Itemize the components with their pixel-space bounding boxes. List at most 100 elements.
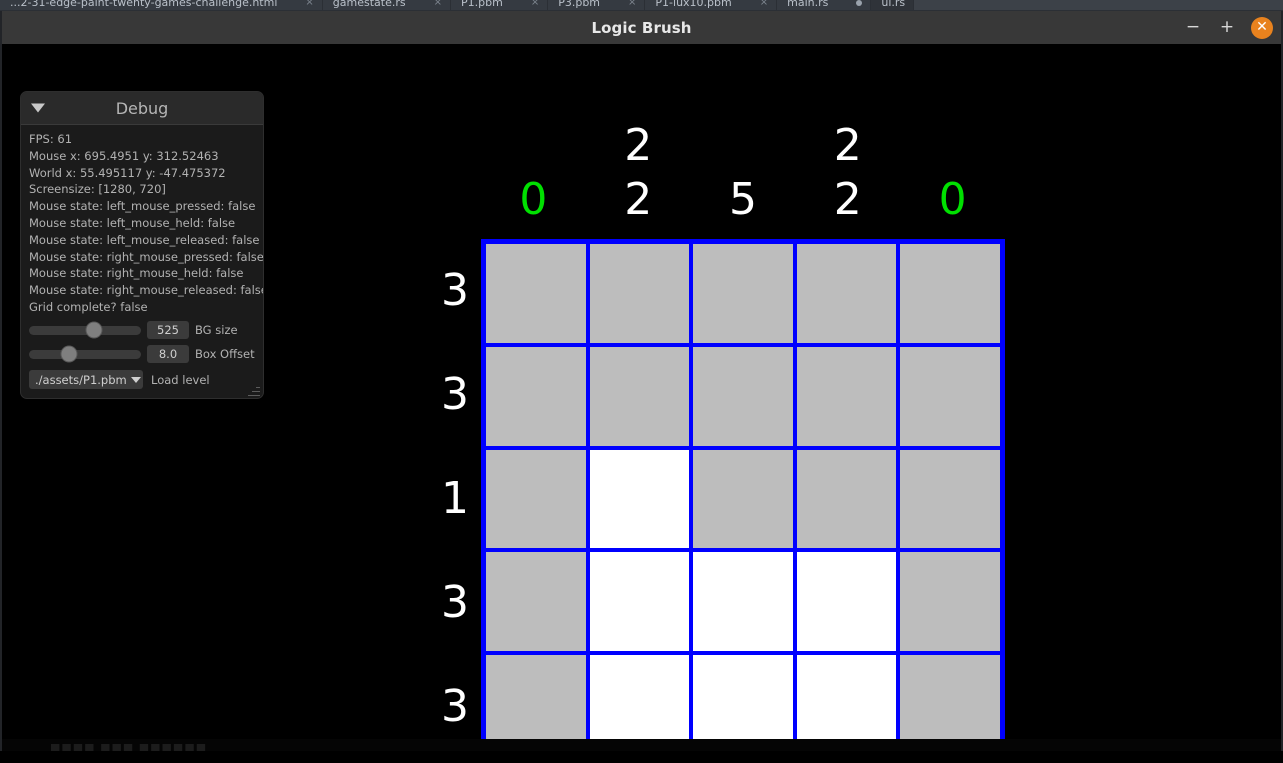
grid-cell[interactable]: [796, 346, 897, 446]
grid-cell[interactable]: [589, 655, 690, 751]
bg-size-slider[interactable]: [29, 321, 141, 339]
editor-tab[interactable]: P3.pbm ×: [548, 0, 646, 10]
bg-size-slider-knob[interactable]: [85, 321, 103, 339]
debug-stat-line: Screensize: [1280, 720]: [29, 182, 166, 197]
close-icon[interactable]: ×: [305, 0, 314, 8]
grid-cell[interactable]: [589, 244, 690, 343]
debug-panel-body: FPS: 61 Mouse x: 695.4951 y: 312.52463 Wor…: [21, 125, 263, 398]
nonogram-puzzle: [481, 239, 1005, 751]
column-clue-number: 2: [624, 120, 653, 171]
bg-size-value-field[interactable]: 525: [147, 321, 189, 340]
column-clue-number: 2: [833, 174, 862, 225]
grid-cell[interactable]: [589, 449, 690, 549]
grid-cell[interactable]: [900, 346, 1000, 446]
debug-stat-list: FPS: 61 Mouse x: 695.4951 y: 312.52463 Wor…: [29, 131, 264, 316]
grid-cell[interactable]: [796, 449, 897, 549]
chevron-down-icon: [130, 376, 141, 383]
window-title: Logic Brush: [591, 18, 692, 37]
maximize-button[interactable]: +: [1219, 17, 1235, 37]
nonogram-grid[interactable]: [481, 239, 1005, 751]
row-clue-number: 1: [441, 473, 469, 524]
row-clue: 3: [417, 551, 473, 655]
row-clue-number: 3: [441, 369, 469, 420]
editor-tab[interactable]: gamestate.rs ×: [322, 0, 452, 10]
column-clue-number: 2: [833, 120, 862, 171]
grid-cell[interactable]: [693, 655, 793, 751]
grid-cell[interactable]: [486, 346, 586, 446]
debug-panel-header[interactable]: Debug: [21, 92, 263, 125]
row-clue: 3: [417, 655, 473, 751]
grid-cell[interactable]: [900, 449, 1000, 549]
debug-panel-title: Debug: [115, 98, 169, 118]
level-select[interactable]: ./assets/P1.pbm: [29, 370, 143, 390]
row-clue-number: 3: [441, 265, 469, 316]
debug-stat-line: Mouse state: right_mouse_held: false: [29, 266, 244, 281]
close-icon[interactable]: ×: [759, 0, 769, 8]
row-clue: 3: [417, 239, 473, 343]
editor-tab-strip: ...2-31-edge-paint-twenty-games-challeng…: [0, 0, 1283, 11]
chevron-down-icon[interactable]: [31, 103, 45, 113]
column-clue-number: 2: [624, 174, 653, 225]
title-bar[interactable]: Logic Brush − + ✕: [2, 11, 1281, 44]
unsaved-dot-icon: [856, 0, 863, 6]
column-clue-number: 0: [938, 174, 967, 225]
load-level-row: ./assets/P1.pbm Load level: [29, 370, 255, 390]
row-clue: 1: [417, 447, 473, 551]
grid-cell[interactable]: [900, 655, 1000, 751]
box-offset-slider-knob[interactable]: [60, 345, 78, 363]
column-clue: 0: [481, 99, 586, 229]
grid-cell[interactable]: [486, 655, 586, 751]
resize-grip[interactable]: [248, 384, 260, 396]
minimize-button[interactable]: −: [1185, 17, 1201, 37]
window-controls: − + ✕: [1183, 11, 1273, 44]
box-offset-label: Box Offset: [195, 347, 255, 362]
grid-cell[interactable]: [693, 244, 793, 343]
editor-tab[interactable]: ui.rs: [871, 0, 915, 10]
debug-stat-line: Mouse x: 695.4951 y: 312.52463: [29, 148, 219, 163]
close-icon[interactable]: ×: [628, 0, 637, 8]
close-icon[interactable]: ×: [530, 0, 540, 8]
grid-cell[interactable]: [900, 244, 1000, 343]
editor-tab-label: main.rs: [787, 0, 829, 9]
column-clue-number: 0: [519, 174, 548, 225]
grid-cell[interactable]: [693, 346, 793, 446]
game-canvas[interactable]: Debug FPS: 61 Mouse x: 695.4951 y: 312.52…: [2, 44, 1281, 751]
app-window: Logic Brush − + ✕ Debug FPS: 61 Mouse x: …: [0, 11, 1283, 751]
grid-cell[interactable]: [486, 244, 586, 343]
grid-cell[interactable]: [796, 552, 897, 652]
editor-tab[interactable]: P1.pbm ×: [451, 0, 549, 10]
editor-tab[interactable]: main.rs: [777, 0, 872, 10]
background-window-strip: ■■■■ ■■■ ■■■■■■: [2, 739, 1281, 751]
debug-stat-line: Mouse state: left_mouse_released: false: [29, 232, 260, 247]
editor-tab[interactable]: P1-lux10.pbm ×: [645, 0, 778, 10]
grid-cell[interactable]: [589, 346, 690, 446]
row-clue-number: 3: [441, 681, 469, 732]
box-offset-slider[interactable]: [29, 345, 141, 363]
column-clue-number: 5: [728, 174, 757, 225]
debug-slider-list: 525 BG size 8.0 Box Offset: [29, 321, 255, 364]
slider-row-bg-size: 525 BG size: [29, 321, 255, 340]
grid-cell[interactable]: [900, 552, 1000, 652]
grid-cell[interactable]: [486, 449, 586, 549]
grid-cell[interactable]: [693, 552, 793, 652]
grid-cell[interactable]: [796, 655, 897, 751]
debug-stat-line: Mouse state: left_mouse_pressed: false: [29, 199, 256, 214]
grid-cell[interactable]: [486, 552, 586, 652]
editor-tab[interactable]: ...2-31-edge-paint-twenty-games-challeng…: [0, 0, 323, 10]
column-clue: 5: [691, 99, 796, 229]
grid-cell[interactable]: [589, 552, 690, 652]
grid-cell[interactable]: [693, 449, 793, 549]
close-button[interactable]: ✕: [1251, 16, 1273, 39]
editor-tab-label: P3.pbm: [558, 0, 601, 9]
background-window-text: ■■■■ ■■■ ■■■■■■: [50, 741, 208, 751]
editor-tab-label: P1-lux10.pbm: [655, 0, 732, 9]
editor-tab-label: ui.rs: [881, 0, 906, 9]
close-icon[interactable]: ×: [433, 0, 443, 8]
debug-stat-line: Mouse state: right_mouse_released: false: [29, 283, 264, 298]
box-offset-value-field[interactable]: 8.0: [147, 345, 189, 364]
grid-cell[interactable]: [796, 244, 897, 343]
debug-stat-line: Mouse state: left_mouse_held: false: [29, 215, 236, 230]
